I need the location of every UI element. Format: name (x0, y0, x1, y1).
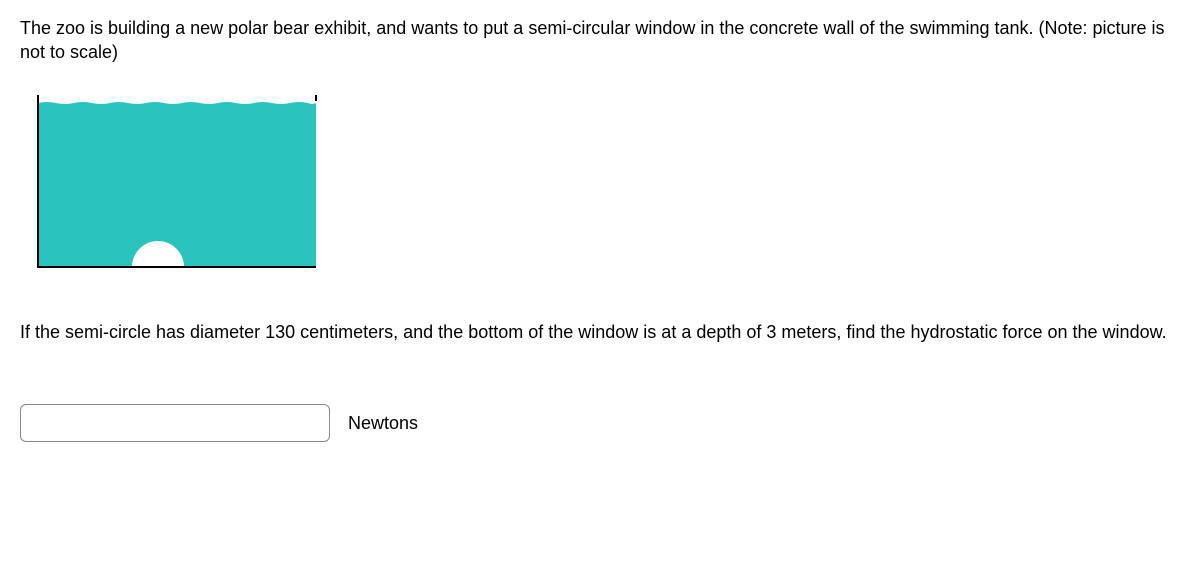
question-paragraph: If the semi-circle has diameter 130 cent… (20, 320, 1180, 344)
tank-diagram (28, 89, 1180, 280)
answer-input[interactable] (20, 404, 330, 442)
answer-row: Newtons (20, 404, 1180, 442)
intro-paragraph: The zoo is building a new polar bear exh… (20, 16, 1180, 65)
unit-label: Newtons (348, 411, 418, 435)
